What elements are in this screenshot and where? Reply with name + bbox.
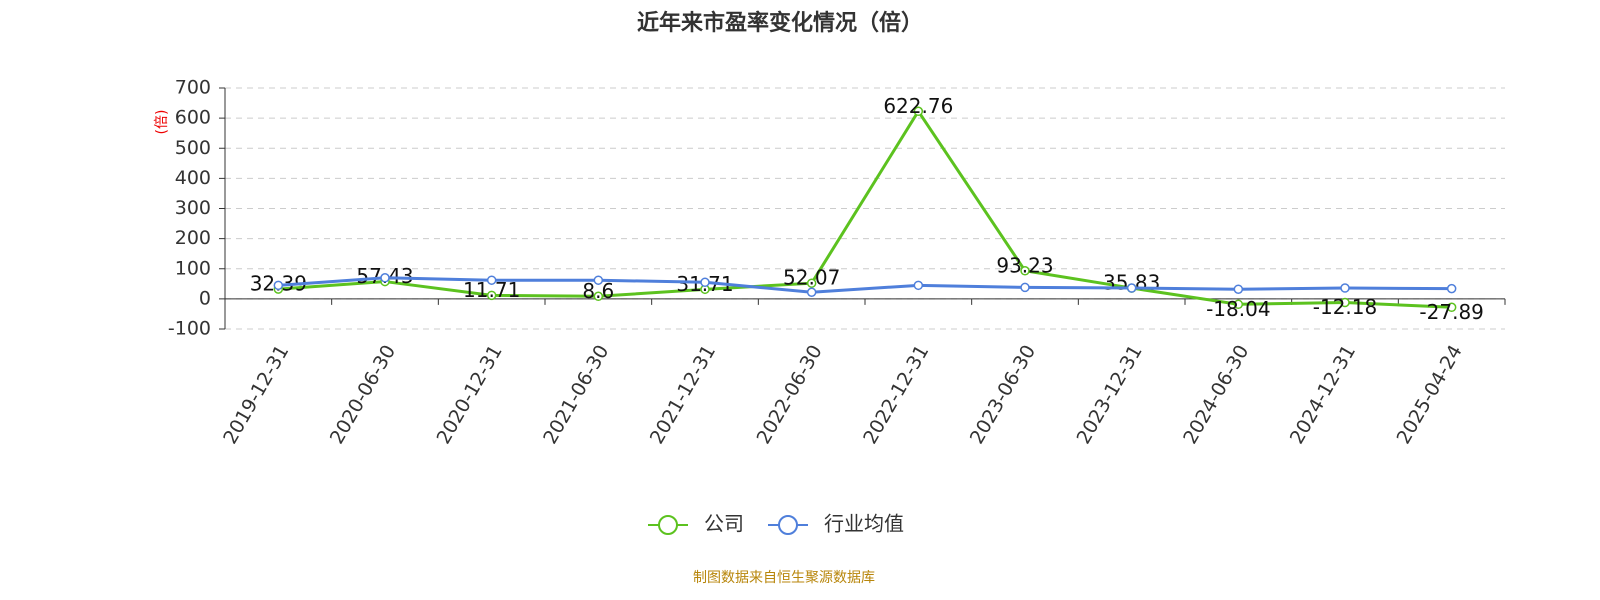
data-point <box>1446 283 1457 294</box>
x-tick-label: 2020-12-31 <box>432 341 506 448</box>
source-note: 制图数据来自恒生聚源数据库 <box>693 570 875 586</box>
data-point <box>806 278 817 288</box>
data-label: 52.07 <box>783 266 840 290</box>
x-tick-label: 2024-06-30 <box>1179 341 1253 448</box>
data-point <box>486 290 497 301</box>
data-label: -18.04 <box>1206 297 1270 321</box>
data-point <box>593 291 604 302</box>
data-label: 622.76 <box>883 94 953 118</box>
data-point <box>273 280 284 291</box>
data-point <box>380 273 390 283</box>
x-tick-label: 2023-06-30 <box>966 341 1040 448</box>
data-label: 93.23 <box>996 253 1053 277</box>
legend-label[interactable]: 行业均值 <box>824 512 904 536</box>
x-tick-label: 2024-12-31 <box>1286 341 1360 448</box>
data-point <box>913 280 924 291</box>
data-point <box>1126 283 1137 293</box>
x-tick-label: 2022-12-31 <box>859 341 933 448</box>
x-tick-label: 2025-04-24 <box>1392 341 1466 448</box>
series-line <box>278 276 1452 294</box>
y-tick-label: 400 <box>175 167 211 189</box>
legend-marker[interactable] <box>658 515 678 535</box>
y-tick-label: -100 <box>168 318 211 340</box>
y-tick-label: 100 <box>175 257 211 279</box>
series-line <box>278 108 1452 309</box>
x-tick-label: 2021-12-31 <box>646 341 720 448</box>
data-point <box>486 275 497 285</box>
y-tick-label: 0 <box>199 287 211 309</box>
data-point <box>1340 297 1350 308</box>
data-point <box>806 287 817 297</box>
legend-marker[interactable] <box>778 515 798 535</box>
y-tick-label: 300 <box>175 197 211 219</box>
x-tick-label: 2021-06-30 <box>539 341 613 448</box>
data-point <box>1446 302 1457 313</box>
y-tick-label: 700 <box>175 77 211 99</box>
x-tick-label: 2023-12-31 <box>1072 341 1146 448</box>
x-tick-label: 2020-06-30 <box>326 341 400 448</box>
y-tick-label: 600 <box>175 107 211 129</box>
data-label: -12.18 <box>1313 295 1377 319</box>
data-point <box>1020 266 1030 276</box>
data-point <box>1020 282 1030 293</box>
x-tick-label: 2019-12-31 <box>219 341 293 448</box>
data-point <box>1340 283 1350 293</box>
y-tick-label: 200 <box>175 227 211 249</box>
chart-title: 近年来市盈率变化情况（倍） <box>637 10 923 36</box>
data-point <box>700 277 710 288</box>
y-tick-label: 500 <box>175 137 211 159</box>
data-label: -27.89 <box>1419 300 1483 324</box>
data-point <box>1233 299 1244 310</box>
data-point <box>593 275 604 285</box>
data-point <box>913 106 924 117</box>
y-axis-label: (倍) <box>154 110 170 135</box>
x-tick-label: 2022-06-30 <box>752 341 826 448</box>
legend-label[interactable]: 公司 <box>704 512 744 536</box>
data-point <box>1233 284 1244 294</box>
